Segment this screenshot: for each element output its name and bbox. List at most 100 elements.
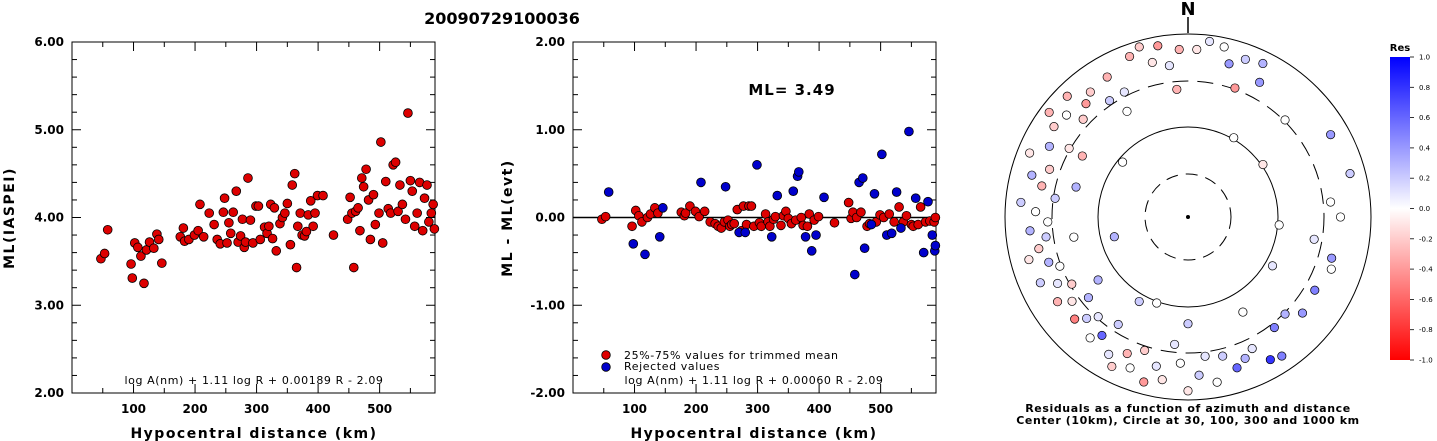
rejected-point [891, 187, 902, 197]
data-point [318, 190, 328, 201]
station-marker [1218, 351, 1228, 361]
legend-kept-label: 25%-75% values for trimmed mean [624, 349, 839, 362]
left-data-points [96, 108, 440, 289]
colorbar-tick-label: -0.4 [1419, 266, 1433, 274]
station-marker [1139, 377, 1149, 387]
station-marker [1265, 355, 1275, 365]
data-point [149, 243, 159, 254]
station-marker [1055, 261, 1065, 271]
left-formula: log A(nm) + 1.11 log R + 0.00189 R - 2.0… [124, 374, 383, 387]
station-marker [1053, 278, 1063, 289]
kept-point [802, 221, 813, 232]
data-point [409, 221, 420, 232]
data-point [353, 203, 363, 213]
station-marker [1183, 386, 1193, 396]
station-marker [1153, 41, 1163, 51]
colorbar-gradient [1390, 57, 1410, 360]
x-tick-label: 300 [244, 402, 269, 416]
middle-x-ticks: 100 200 300 400 500 [603, 42, 912, 416]
rejected-point [886, 228, 897, 239]
rejected-point [788, 186, 799, 196]
ring-100km [1097, 126, 1279, 308]
data-point [407, 186, 418, 196]
colorbar-tick-label: 0.4 [1419, 144, 1431, 152]
data-point [287, 180, 298, 190]
colorbar-tick-label: 0.6 [1419, 114, 1431, 122]
station-marker [1326, 264, 1336, 274]
station-marker [1067, 279, 1077, 289]
kept-point [746, 201, 757, 211]
data-point [209, 219, 219, 230]
legend-rejected-marker [601, 362, 611, 372]
station-marker [1280, 309, 1290, 319]
station-marker [1045, 164, 1055, 174]
kept-point [600, 211, 611, 222]
data-point [255, 234, 266, 245]
station-marker [1031, 207, 1041, 217]
station-marker [1085, 87, 1095, 97]
rejected-point [904, 126, 914, 137]
rejected-point [628, 239, 639, 249]
rejected-point [752, 160, 762, 170]
rejected-point [640, 249, 650, 260]
polar-stations [1016, 36, 1355, 396]
data-point [390, 157, 401, 168]
data-point [269, 203, 280, 213]
kept-point [776, 220, 786, 231]
station-marker [1104, 349, 1114, 359]
data-point [292, 221, 303, 232]
left-panel: 100 200 300 400 500 2.00 3.00 4.00 5.00 6.00 Hyp… [2, 35, 440, 441]
rejected-point [896, 223, 906, 233]
data-point [345, 192, 355, 203]
kept-point [884, 209, 895, 219]
station-marker [1035, 278, 1045, 288]
event-id-title: 20090729100036 [424, 9, 580, 28]
kept-point [894, 202, 904, 212]
data-point [253, 201, 264, 211]
data-point [422, 180, 432, 190]
station-marker [1309, 234, 1319, 244]
legend: 25%-75% values for trimmed mean Rejected… [601, 349, 839, 373]
colorbar-tick-label: 1.0 [1419, 54, 1430, 62]
station-marker [1157, 375, 1167, 385]
y-tick-label: -2.00 [530, 386, 565, 400]
data-point [219, 193, 230, 203]
kept-point [796, 212, 807, 223]
data-point [419, 193, 430, 203]
station-marker [1064, 143, 1074, 153]
station-marker [1083, 293, 1093, 303]
colorbar-tick-label: 0.8 [1419, 84, 1430, 92]
station-marker [1049, 122, 1059, 132]
rejected-point [857, 173, 868, 183]
y-tick-label: 4.00 [34, 211, 64, 225]
legend-rejected-label: Rejected values [624, 360, 720, 373]
station-marker [1077, 151, 1087, 161]
station-marker [1078, 114, 1088, 124]
x-tick-label: 400 [306, 402, 331, 416]
station-marker [1037, 181, 1047, 191]
data-point [395, 180, 405, 190]
polar-panel: N Residuals as a function of azimuth and… [1004, 0, 1372, 427]
kept-point [915, 202, 926, 212]
station-marker [1255, 77, 1265, 87]
kept-point [770, 211, 781, 222]
station-marker [1085, 333, 1095, 343]
y-tick-label: 6.00 [34, 35, 64, 49]
data-point [348, 262, 359, 273]
data-point [127, 273, 138, 283]
station-marker [1125, 51, 1135, 62]
data-point [417, 225, 428, 236]
station-marker [1081, 99, 1091, 109]
data-point [218, 207, 229, 218]
kept-point [856, 207, 866, 218]
data-point [231, 186, 242, 196]
kept-point [843, 197, 854, 208]
station-marker [1097, 330, 1107, 340]
data-point [428, 199, 438, 210]
data-point [198, 232, 209, 242]
colorbar-ticks: 1.0 0.8 0.6 0.4 0.2 0.0 -0.2 -0.4 -0.6 -0.8 -1.0 [1410, 54, 1433, 365]
data-point [301, 226, 312, 237]
polar-caption-line1: Residuals as a function of azimuth and d… [1025, 402, 1351, 415]
rejected-point [923, 196, 933, 207]
